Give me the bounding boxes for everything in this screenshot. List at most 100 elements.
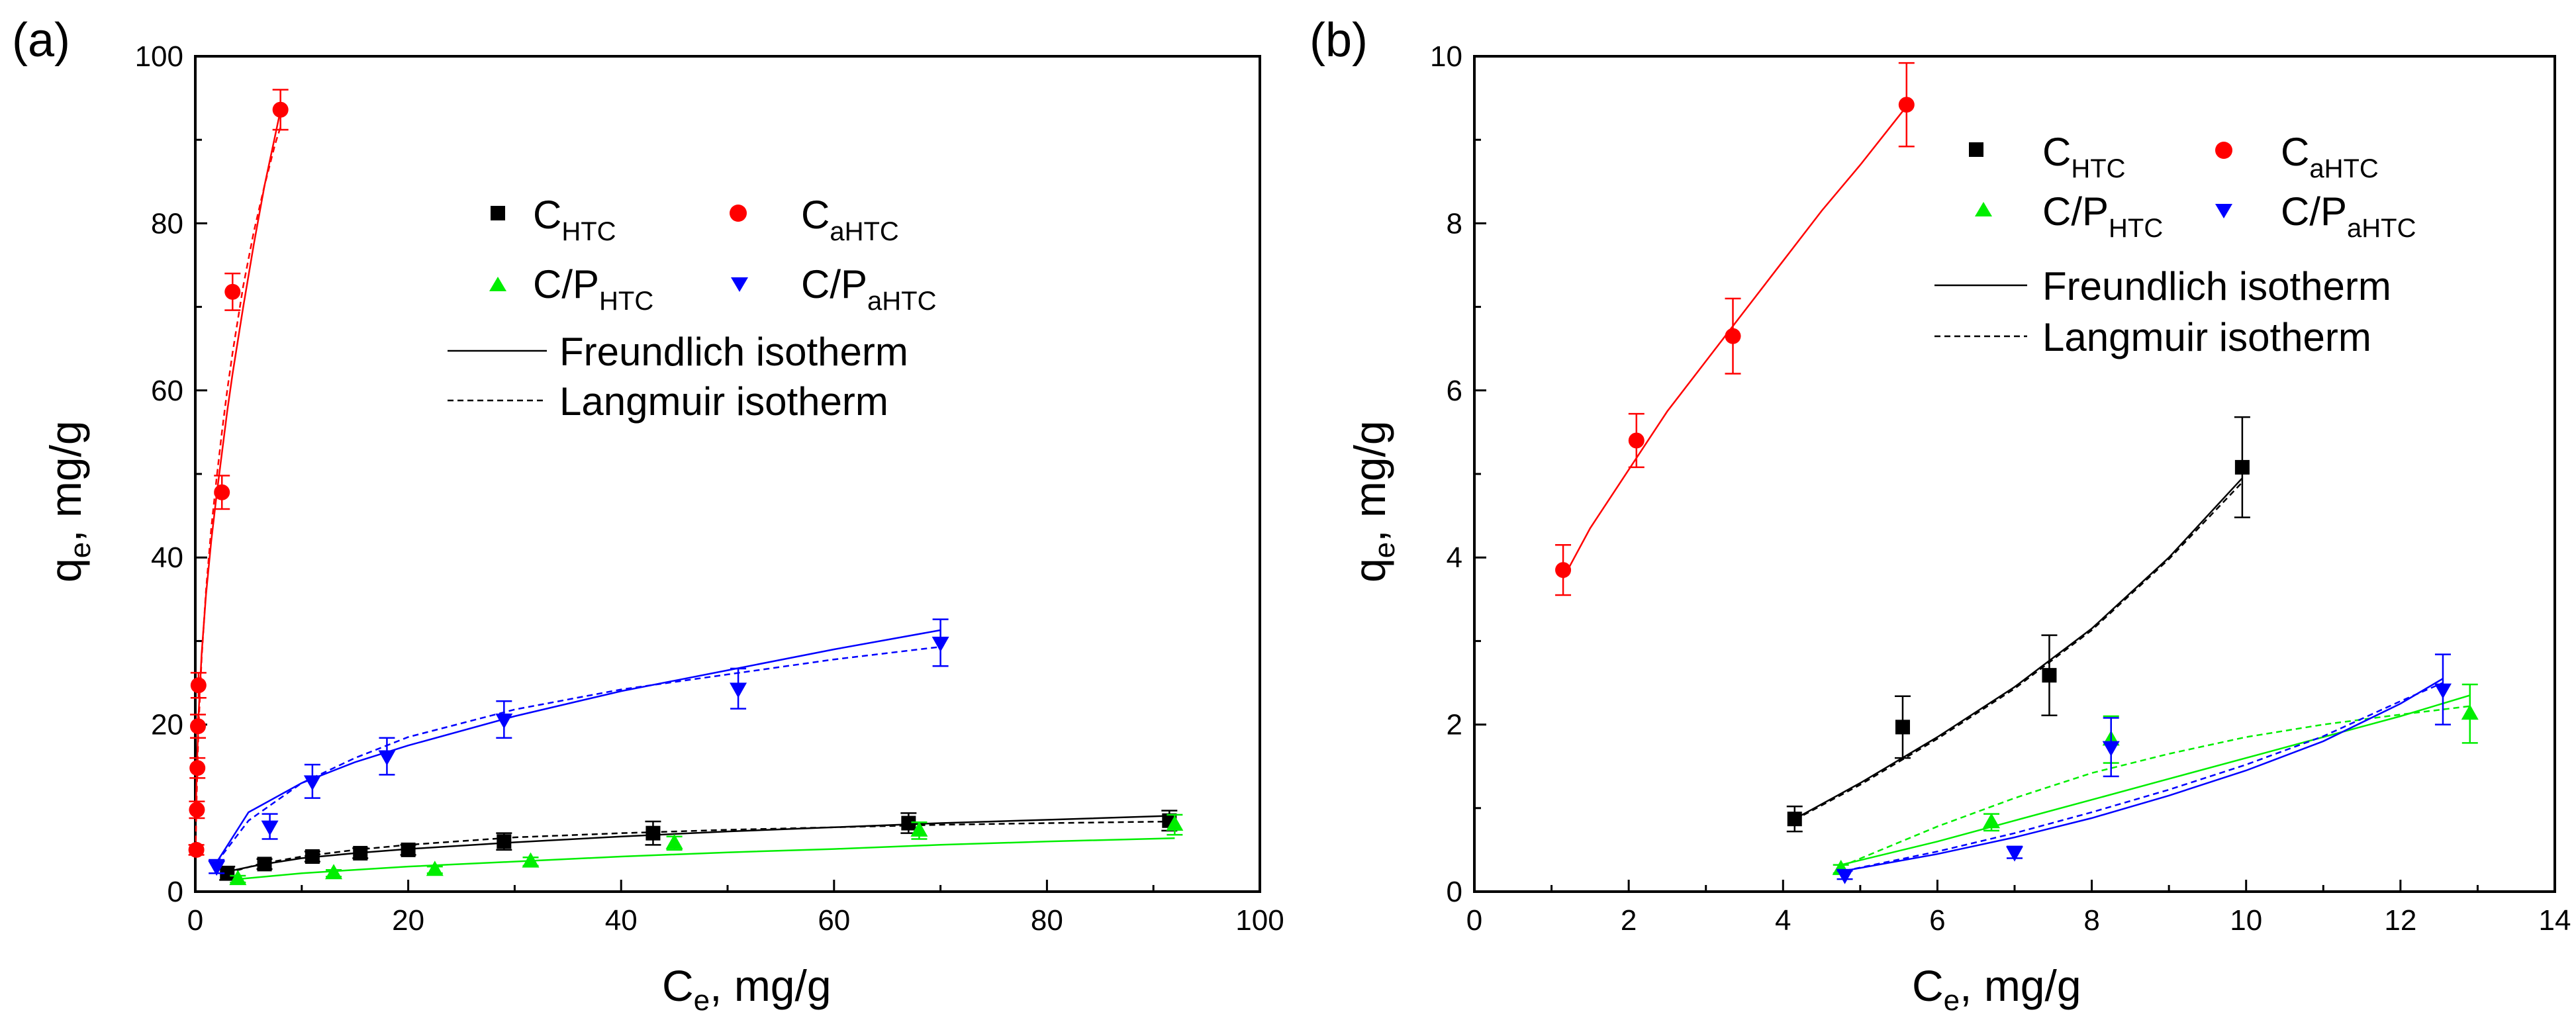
data-point-c-htc xyxy=(1895,720,1910,735)
data-point-c-ahtc xyxy=(188,841,205,858)
data-point-c-htc xyxy=(353,845,368,861)
data-point-cpp-ahtc xyxy=(303,775,321,791)
data-point-c-htc xyxy=(401,842,416,857)
fit-freundlich-cpp-htc xyxy=(1840,694,2471,866)
y-tick-label: 8 xyxy=(1447,207,1462,240)
data-point-c-htc xyxy=(901,816,916,831)
x-tick-label: 20 xyxy=(392,904,424,937)
panel-b: (b) Ce, mg/g qe, mg/g 0 2 4 6 8 10 12 14 0 2 4 6 8 10… xyxy=(1310,14,2571,1017)
legend-marker-cp-htc xyxy=(1975,202,1992,216)
data-point-c-htc xyxy=(2042,668,2057,683)
panel-label: (a) xyxy=(12,14,70,67)
fit-freundlich-c-ahtc xyxy=(195,110,281,817)
data-point-c-htc xyxy=(497,834,512,849)
data-point-c-ahtc xyxy=(1555,562,1572,579)
y-tick-label: 10 xyxy=(1430,40,1462,73)
fit-freundlich-cpp-htc xyxy=(238,837,1175,880)
fit-langmuir-c-ahtc xyxy=(195,126,281,842)
legend-entry-cp-ahtc: C/PaHTC xyxy=(2281,189,2416,243)
data-point-cpp-ahtc xyxy=(730,682,747,698)
data-point-c-htc xyxy=(2234,459,2250,475)
data-point-cpp-htc xyxy=(2461,704,2479,720)
data-point-cpp-ahtc xyxy=(208,861,226,876)
legend-entry-c-htc: CHTC xyxy=(533,193,616,246)
y-tick-label: 6 xyxy=(1447,375,1462,407)
y-tick-label: 2 xyxy=(1447,709,1462,741)
x-tick-label: 10 xyxy=(2230,904,2262,937)
y-tick-label: 80 xyxy=(151,207,183,240)
data-point-cpp-ahtc xyxy=(2434,683,2452,699)
data-point-c-htc xyxy=(257,857,272,872)
panel-a: (a) Ce, mg/g qe, mg/g 0 20 40 60 80 100 0 20 40 6… xyxy=(12,14,1284,1017)
x-tick-label: 0 xyxy=(187,904,203,937)
x-tick-label: 6 xyxy=(1929,904,1945,937)
legend-entry-freundlich: Freundlich isotherm xyxy=(559,330,908,374)
data-point-cpp-ahtc xyxy=(495,714,513,729)
panel-label: (b) xyxy=(1310,14,1368,67)
y-axis-label: qe, mg/g xyxy=(1345,420,1401,583)
data-point-cpp-htc xyxy=(426,861,444,876)
legend-marker-cp-htc xyxy=(489,277,506,291)
data-point-c-ahtc xyxy=(214,484,230,500)
legend-marker-c-htc xyxy=(491,206,505,220)
data-points xyxy=(188,89,1184,886)
data-point-c-ahtc xyxy=(190,677,207,694)
data-point-c-htc xyxy=(305,849,320,864)
data-point-c-ahtc xyxy=(190,718,207,735)
fit-curves xyxy=(195,110,1175,880)
data-point-c-ahtc xyxy=(224,283,241,300)
legend-entry-langmuir: Langmuir isotherm xyxy=(2042,315,2371,359)
fit-freundlich-c-htc xyxy=(226,814,1175,872)
legend-entry-cp-ahtc: C/PaHTC xyxy=(801,262,936,316)
fit-langmuir-cpp-ahtc xyxy=(216,645,941,863)
data-point-cpp-htc xyxy=(325,864,343,880)
x-tick-label: 60 xyxy=(818,904,850,937)
plot-frame xyxy=(194,55,1261,893)
x-tick-label: 100 xyxy=(1235,904,1284,937)
legend-entry-c-ahtc: CaHTC xyxy=(801,193,899,246)
x-tick-label: 0 xyxy=(1466,904,1482,937)
fit-langmuir-cpp-htc xyxy=(1840,705,2470,868)
y-axis-label: qe, mg/g xyxy=(41,420,97,583)
legend-entry-c-ahtc: CaHTC xyxy=(2281,130,2379,183)
fit-langmuir-c-htc xyxy=(226,820,1175,874)
data-point-cpp-htc xyxy=(1983,813,2001,829)
data-point-cpp-ahtc xyxy=(378,750,396,766)
y-tick-label: 60 xyxy=(151,375,183,407)
fit-langmuir-c-htc xyxy=(1794,481,2243,821)
fit-freundlich-c-htc xyxy=(1794,477,2243,820)
legend-marker-c-htc xyxy=(1969,142,1983,157)
y-tick-label: 0 xyxy=(1447,876,1462,908)
data-point-cpp-ahtc xyxy=(2102,741,2120,757)
data-point-cpp-ahtc xyxy=(261,820,279,836)
data-point-c-ahtc xyxy=(189,760,206,776)
legend-entry-c-htc: CHTC xyxy=(2042,130,2126,183)
x-axis-label: Ce, mg/g xyxy=(1912,961,2081,1017)
x-tick-label: 14 xyxy=(2539,904,2571,937)
fit-langmuir-cpp-ahtc xyxy=(1844,682,2444,872)
data-point-cpp-htc xyxy=(229,870,247,886)
data-point-cpp-htc xyxy=(665,833,683,849)
data-point-cpp-htc xyxy=(522,852,540,868)
data-point-c-htc xyxy=(220,866,235,881)
data-point-c-ahtc xyxy=(1628,432,1645,449)
y-tick-label: 0 xyxy=(167,876,183,908)
fit-freundlich-cpp-ahtc xyxy=(216,629,941,863)
data-point-c-ahtc xyxy=(1725,328,1741,344)
legend-marker-cp-ahtc xyxy=(731,277,748,292)
y-tick-label: 20 xyxy=(151,709,183,741)
plot-frame xyxy=(1473,55,2556,893)
legend: CHTC CaHTC C/PHTC C/PaHTC Freundlich iso… xyxy=(1934,130,2416,359)
data-point-cpp-htc xyxy=(910,821,928,837)
axis-ticks: 0 20 40 60 80 100 0 20 40 60 80 100 xyxy=(135,40,1284,937)
data-point-c-htc xyxy=(645,825,661,841)
legend-entry-freundlich: Freundlich isotherm xyxy=(2042,264,2391,308)
data-point-c-ahtc xyxy=(272,101,289,118)
legend-entry-cp-htc: C/PHTC xyxy=(533,262,653,316)
x-tick-label: 80 xyxy=(1031,904,1063,937)
y-tick-label: 40 xyxy=(151,541,183,574)
legend-entry-langmuir: Langmuir isotherm xyxy=(559,379,888,424)
data-point-c-htc xyxy=(1787,812,1802,827)
legend-entry-cp-htc: C/PHTC xyxy=(2042,189,2163,243)
